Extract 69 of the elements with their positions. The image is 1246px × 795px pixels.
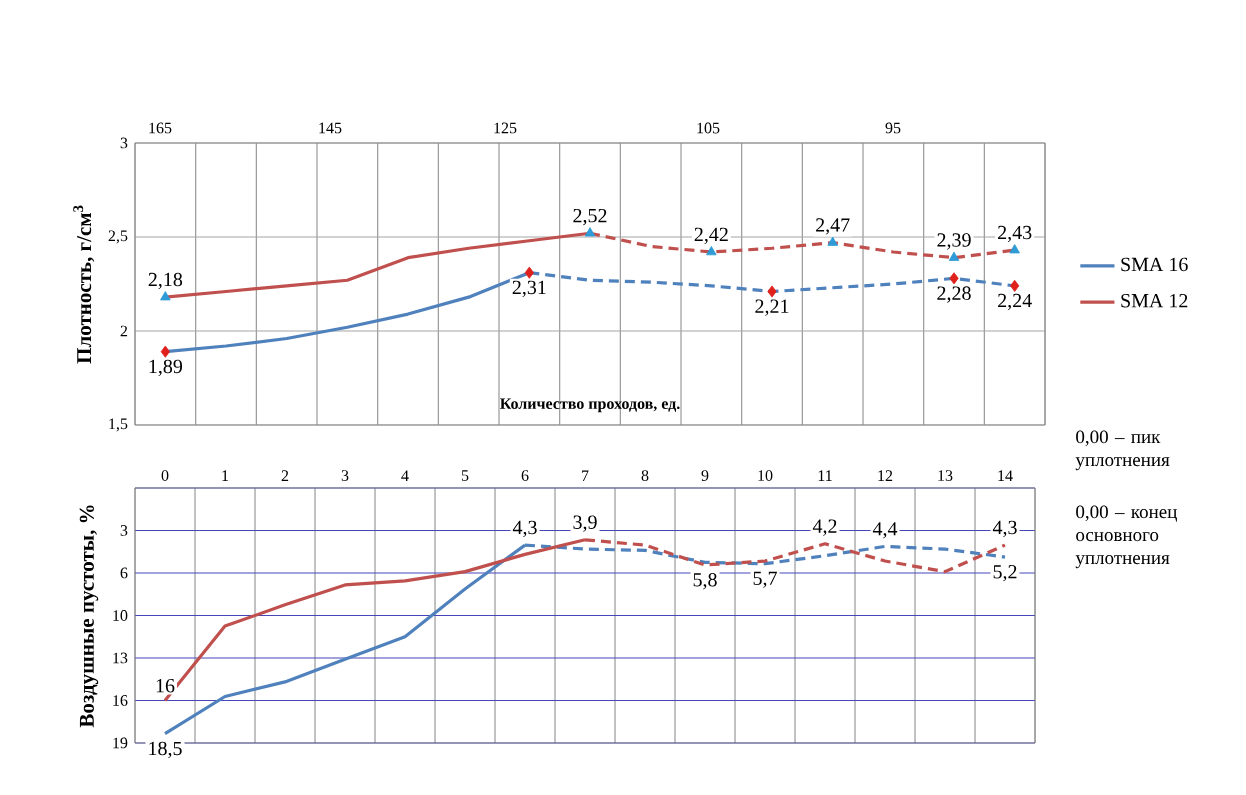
data-label: 2,21 <box>755 299 789 316</box>
x-tick-label: 10 <box>758 470 773 481</box>
data-label: 4,3 <box>992 520 1017 538</box>
point <box>584 227 596 237</box>
data-label: 5,7 <box>753 571 777 588</box>
x-axis-title: Количество проходов, ед. <box>500 398 680 413</box>
point <box>706 246 717 256</box>
x-tick-label: 2 <box>281 470 289 481</box>
data-label: 2,43 <box>998 225 1032 243</box>
data-label: 2,24 <box>998 293 1032 311</box>
data-label: 2,47 <box>816 218 850 235</box>
x-tick-label: 4 <box>401 470 409 481</box>
y-tick-label: 10 <box>113 610 128 621</box>
y-axis-title: Воздушные пустоты, % <box>79 505 99 728</box>
y-tick-label: 16 <box>113 695 128 706</box>
data-label: 18,5 <box>149 741 182 759</box>
x-tick-label: 9 <box>701 470 709 481</box>
point <box>948 251 960 261</box>
point <box>1009 244 1020 254</box>
data-label: 2,52 <box>573 208 607 226</box>
x-tick-label: 14 <box>998 470 1013 481</box>
x-tick-label: 7 <box>582 470 589 481</box>
data-label: 16 <box>156 679 175 693</box>
data-label: 2,18 <box>148 272 183 290</box>
point <box>949 272 959 285</box>
text: 95 <box>885 122 901 134</box>
text: 0,00 – пик уплотнения <box>1075 430 1170 471</box>
y-tick-label: 19 <box>113 737 128 749</box>
legend-label: SMA 16 <box>1121 257 1188 272</box>
x-tick-label: 5 <box>461 470 469 481</box>
x-tick-label: 3 <box>341 470 349 481</box>
text: 0,00 – конец основного уплотнения <box>1075 505 1177 569</box>
x-tick-label: 12 <box>878 470 893 481</box>
y-axis-title: Плотность, г/см$^{3}$ <box>73 205 95 364</box>
text: 165 <box>149 122 172 134</box>
x-tick-label: 13 <box>938 470 953 481</box>
y-tick-label: 3 <box>120 525 128 536</box>
data-label: 5,8 <box>693 573 717 590</box>
x-tick-label: 1 <box>222 470 229 481</box>
data-label: 5,2 <box>993 565 1017 582</box>
data-label: 2,31 <box>512 280 546 298</box>
point <box>160 291 171 301</box>
x-tick-label: 8 <box>641 470 649 481</box>
text: 125 <box>494 122 517 134</box>
data-label: 4,3 <box>512 520 537 538</box>
data-label: 3,9 <box>573 515 597 532</box>
legend-label: SMA 12 <box>1121 293 1188 308</box>
y-tick-label: 13 <box>113 652 128 664</box>
x-tick-label: 6 <box>521 470 529 481</box>
point <box>160 345 170 358</box>
point <box>827 236 838 246</box>
y-tick-label: 3 <box>120 137 128 149</box>
point <box>767 285 777 298</box>
data-label: 2,39 <box>937 233 971 250</box>
data-label: 4,4 <box>872 522 898 539</box>
x-tick-label: 11 <box>818 470 832 481</box>
x-tick-label: 0 <box>161 470 169 481</box>
y-tick-label: 2,5 <box>108 230 128 244</box>
y-tick-label: 6 <box>120 567 128 579</box>
data-label: 2,42 <box>694 227 728 245</box>
data-label: 4,2 <box>812 519 837 536</box>
text: 145 <box>319 122 342 134</box>
y-tick-label: 2 <box>120 325 128 337</box>
data-label: 1,89 <box>149 359 183 377</box>
text: 105 <box>697 122 720 134</box>
point <box>524 266 534 279</box>
data-label: 2,28 <box>937 286 971 303</box>
point <box>1010 279 1020 292</box>
y-tick-label: 1,5 <box>109 418 128 432</box>
